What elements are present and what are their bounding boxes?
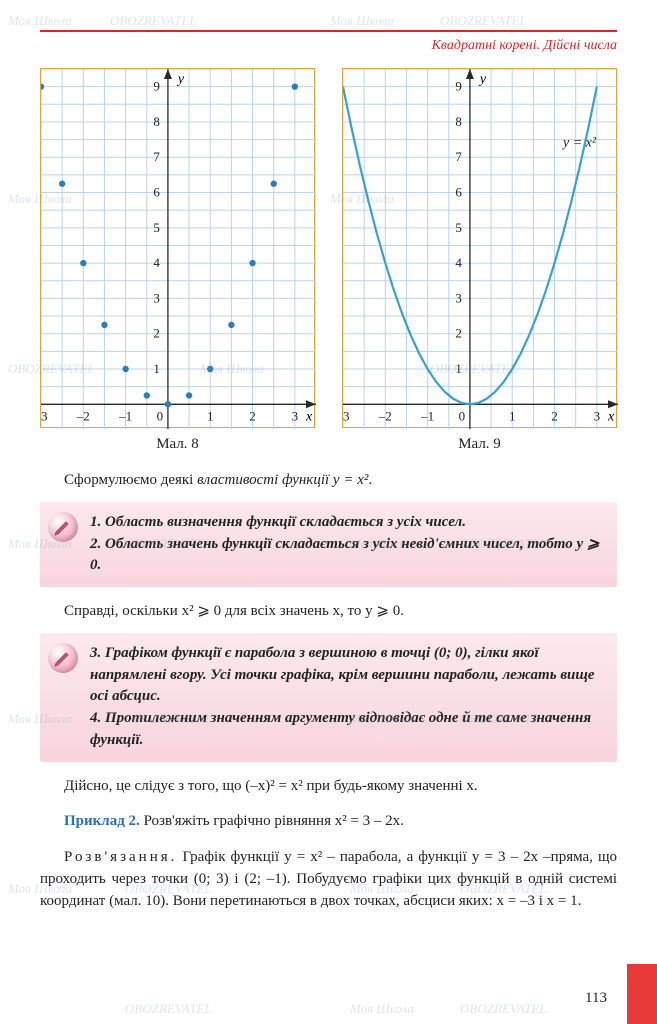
chapter-title: Квадратні корені. Дійсні числа: [40, 36, 617, 56]
chart-left-caption: Мал. 8: [156, 434, 199, 456]
chart-left-column: –3 –2 –1 0 1 2 3 1 2 3 4 5 6 7 8 9 y x Мал. 8: [40, 68, 315, 456]
box2-line1: 3. Графіком функції є парабола з вершино…: [90, 643, 603, 708]
svg-text:2: 2: [249, 409, 256, 424]
svg-text:7: 7: [153, 150, 160, 165]
chart-left: –3 –2 –1 0 1 2 3 1 2 3 4 5 6 7 8 9 y x: [40, 68, 315, 428]
svg-text:5: 5: [153, 220, 160, 235]
example-paragraph: Приклад 2. Розв'яжіть графічно рівняння …: [40, 811, 617, 833]
svg-text:–3: –3: [41, 409, 48, 424]
box1-line2: 2. Область значень функції складається з…: [90, 534, 603, 578]
pencil-icon: [48, 512, 78, 542]
svg-text:–1: –1: [420, 409, 434, 424]
svg-text:3: 3: [153, 291, 160, 306]
svg-text:9: 9: [455, 79, 462, 94]
between-paragraph: Справді, оскільки x² ⩾ 0 для всіх значен…: [40, 601, 617, 623]
svg-text:2: 2: [551, 409, 558, 424]
chart-right-column: –3 –2 –1 0 1 2 3 1 2 3 4 5 6 7 8 9 y x y = x² Мал. 9: [342, 68, 617, 456]
svg-text:x: x: [305, 410, 313, 425]
svg-text:4: 4: [153, 255, 160, 270]
svg-text:3: 3: [292, 409, 299, 424]
svg-text:3: 3: [455, 291, 462, 306]
svg-text:1: 1: [207, 409, 214, 424]
charts-row: –3 –2 –1 0 1 2 3 1 2 3 4 5 6 7 8 9 y x Мал. 8 –3 –2 –1 0 1 2 3 1…: [40, 68, 617, 456]
svg-text:0: 0: [459, 409, 466, 424]
svg-text:6: 6: [153, 185, 160, 200]
svg-text:8: 8: [455, 114, 462, 129]
svg-text:–2: –2: [76, 409, 90, 424]
example-label: Приклад 2.: [64, 813, 140, 829]
svg-text:1: 1: [153, 361, 160, 376]
chart-right-caption: Мал. 9: [458, 434, 501, 456]
solution-label: Розв'язання.: [64, 849, 177, 865]
svg-text:1: 1: [455, 361, 462, 376]
svg-text:9: 9: [153, 79, 160, 94]
example-prompt: Розв'яжіть графічно рівняння x² = 3 – 2x…: [140, 813, 404, 829]
svg-text:–1: –1: [118, 409, 132, 424]
intro-italic: властивості функції y = x²: [197, 472, 368, 488]
intro-post: .: [368, 472, 372, 488]
box2-line2: 4. Протилежним значенням аргументу відпо…: [90, 708, 603, 752]
svg-text:–2: –2: [378, 409, 392, 424]
page-number: 113: [585, 988, 607, 1010]
svg-text:–3: –3: [343, 409, 350, 424]
svg-text:x: x: [607, 410, 615, 425]
svg-text:6: 6: [455, 185, 462, 200]
svg-text:5: 5: [455, 220, 462, 235]
svg-text:4: 4: [455, 255, 462, 270]
svg-text:0: 0: [157, 409, 164, 424]
box1-line1: 1. Область визначення функції складаєтьс…: [90, 512, 603, 534]
svg-text:y = x²: y = x²: [561, 136, 597, 151]
svg-text:7: 7: [455, 150, 462, 165]
intro-pre: Сформулюємо деякі: [64, 472, 197, 488]
pencil-icon: [48, 643, 78, 673]
properties-box-1: 1. Область визначення функції складаєтьс…: [40, 502, 617, 587]
red-tab: [627, 964, 657, 1024]
after-box2-paragraph: Дійсно, це слідує з того, що (–x)² = x² …: [40, 776, 617, 798]
svg-text:2: 2: [455, 326, 462, 341]
svg-text:y: y: [478, 72, 487, 87]
top-rule: [40, 30, 617, 32]
svg-text:8: 8: [153, 114, 160, 129]
svg-text:y: y: [176, 72, 185, 87]
svg-text:2: 2: [153, 326, 160, 341]
svg-text:3: 3: [594, 409, 601, 424]
svg-text:1: 1: [509, 409, 516, 424]
chart-right: –3 –2 –1 0 1 2 3 1 2 3 4 5 6 7 8 9 y x y = x²: [342, 68, 617, 428]
intro-paragraph: Сформулюємо деякі властивості функції y …: [40, 470, 617, 492]
properties-box-2: 3. Графіком функції є парабола з вершино…: [40, 633, 617, 762]
solution-paragraph: Розв'язання. Графік функції y = x² – пар…: [40, 847, 617, 912]
